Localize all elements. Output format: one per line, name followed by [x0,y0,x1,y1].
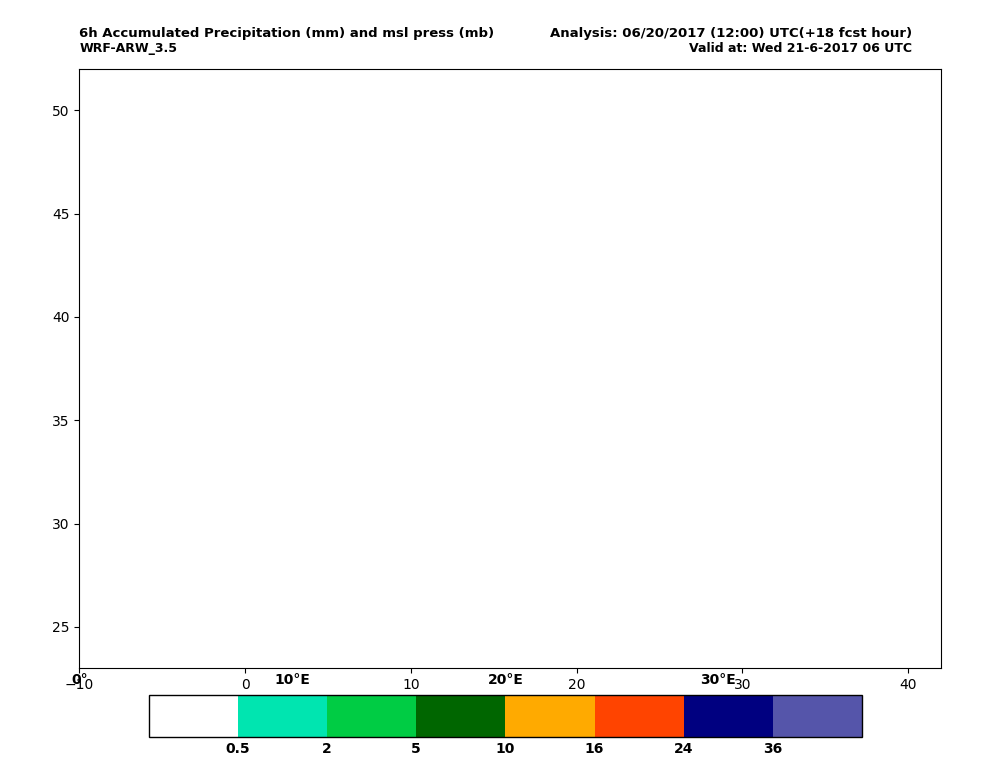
Text: Valid at: Wed 21-6-2017 06 UTC: Valid at: Wed 21-6-2017 06 UTC [689,42,912,55]
Text: 30°E: 30°E [701,674,736,687]
Text: 6h Accumulated Precipitation (mm) and msl press (mb): 6h Accumulated Precipitation (mm) and ms… [79,27,495,40]
Text: 0°: 0° [71,674,87,687]
Text: 20°E: 20°E [488,674,523,687]
Text: Analysis: 06/20/2017 (12:00) UTC(+18 fcst hour): Analysis: 06/20/2017 (12:00) UTC(+18 fcs… [550,27,912,40]
Text: 10°E: 10°E [275,674,310,687]
Text: WRF-ARW_3.5: WRF-ARW_3.5 [79,42,177,55]
